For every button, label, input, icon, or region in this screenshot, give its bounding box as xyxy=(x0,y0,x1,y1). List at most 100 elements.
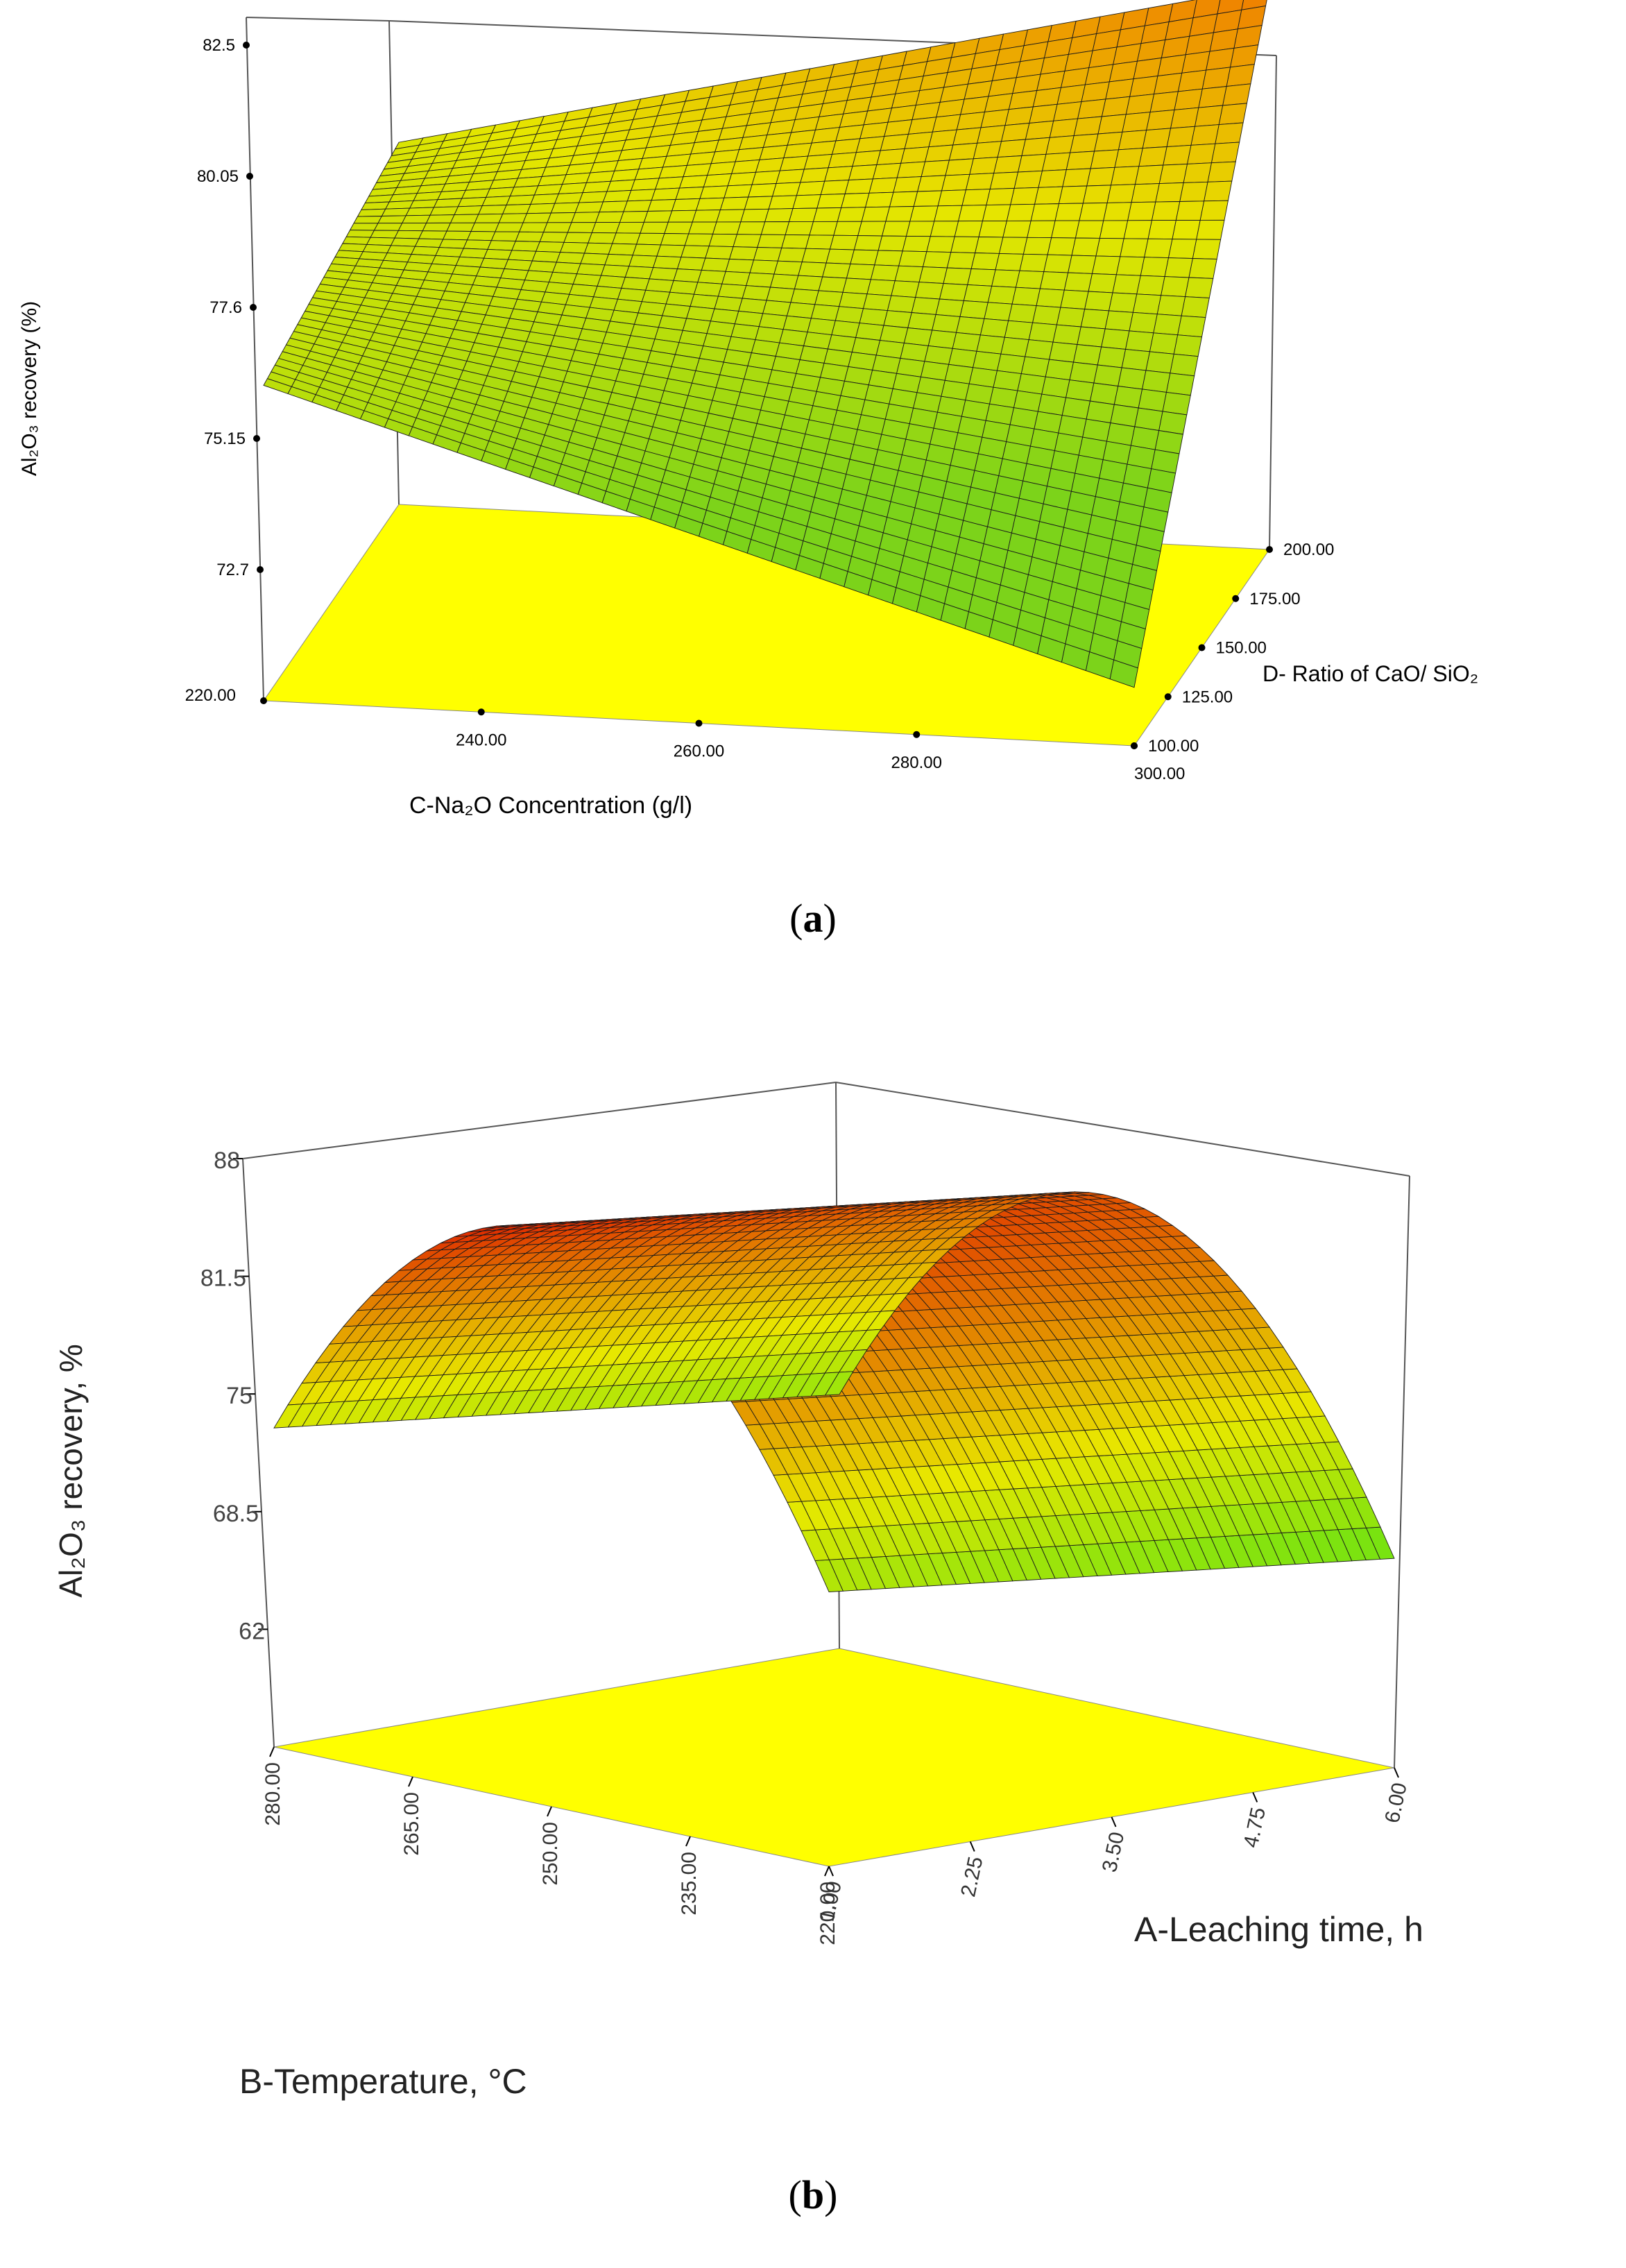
z-tick-dot xyxy=(1198,644,1206,651)
plot-a-surface-cell xyxy=(377,215,407,224)
plot-a-surface-cell xyxy=(1181,51,1210,74)
x-tick-dot xyxy=(913,731,921,738)
plot-a-surface-cell xyxy=(1017,153,1047,173)
z-tick-label: 200.00 xyxy=(1283,540,1334,559)
plot-a-surface-cell xyxy=(599,201,628,213)
plot-a-surface-cell xyxy=(1198,85,1227,108)
plot-a-surface-cell xyxy=(904,131,933,149)
plot-a-surface-cell xyxy=(742,285,771,301)
plot-a-surface-cell xyxy=(1153,314,1182,336)
y-tick-label: 62 xyxy=(239,1618,265,1644)
plot-a-surface-cell xyxy=(1000,122,1030,142)
plot-a-surface-cell xyxy=(1091,255,1121,275)
plot-a-surface-cell xyxy=(658,164,687,179)
plot-a-surface-cell xyxy=(1218,103,1248,126)
x-tick-mark xyxy=(547,1806,552,1817)
plot-a-surface-cell xyxy=(526,203,556,214)
caption-b: (b) xyxy=(788,2172,838,2217)
z-tick-mark xyxy=(1252,1792,1258,1802)
plot-a-surface-cell xyxy=(506,194,535,205)
plot-a-surface-cell xyxy=(1201,67,1231,89)
plot-a-surface-cell xyxy=(839,291,868,309)
x-tick-mark xyxy=(824,1866,830,1877)
plot-a-surface-cell xyxy=(721,271,751,287)
plot-a-surface-cell xyxy=(1156,295,1186,316)
plot-a-surface-cell xyxy=(425,214,455,223)
plot-a-surface-cell xyxy=(905,221,935,237)
plot-a-surface-cell xyxy=(384,200,414,210)
plot-a-surface-cell xyxy=(1186,143,1216,164)
plot-a-surface-cell xyxy=(844,178,873,194)
plot-a-surface-cell xyxy=(1090,149,1119,169)
plot-a-surface-cell xyxy=(1124,330,1154,352)
plot-a-surface-cell xyxy=(533,184,563,196)
plot-a-surface-cell xyxy=(1206,47,1235,71)
plot-a-surface-cell xyxy=(1049,118,1079,138)
plot-a-surface-cell xyxy=(684,233,714,247)
plot-a-surface-cell xyxy=(736,221,766,235)
plot-a-surface-cell xyxy=(1004,106,1034,126)
plot-a-surface-cell xyxy=(414,238,444,248)
plot-a-surface-cell xyxy=(1164,257,1193,278)
plot-a-surface-cell xyxy=(615,221,644,234)
plot-a-surface-cell xyxy=(1029,103,1058,124)
plot-a-surface-cell xyxy=(950,236,979,253)
plot-a-surface-cell xyxy=(588,232,617,244)
plot-a-surface-cell xyxy=(390,237,420,247)
plot-a-surface-cell xyxy=(554,192,583,204)
plot-a-surface-cell xyxy=(907,312,936,331)
plot-a-surface-cell xyxy=(1127,201,1156,221)
y-tick-label: 75.15 xyxy=(204,429,246,448)
plot-a-surface-cell xyxy=(1104,310,1133,332)
plot-a-surface-cell xyxy=(926,236,955,253)
plot-a-surface-cell xyxy=(342,236,371,245)
plot-a-surface-cell xyxy=(1032,305,1061,325)
plot-a-surface-cell xyxy=(1177,69,1207,92)
plot-a-surface-cell xyxy=(669,280,699,295)
plot-a-surface-cell xyxy=(1030,203,1059,221)
plot-a-surface-cell xyxy=(683,163,712,178)
z-tick-dot xyxy=(1266,546,1273,553)
plot-a-surface-cell xyxy=(805,235,835,250)
x-tick-label: 240.00 xyxy=(456,731,506,749)
plot-a-surface-cell xyxy=(1215,122,1244,144)
plot-a-surface-cell xyxy=(996,353,1026,375)
plot-a-surface-cell xyxy=(1071,237,1100,257)
plot-a-surface-cell xyxy=(1199,200,1229,221)
plot-a-surface-cell xyxy=(522,212,551,223)
plot-a-surface-cell xyxy=(580,253,609,266)
plot-a-surface-cell xyxy=(946,252,976,269)
y-tick-label: 75 xyxy=(226,1383,253,1409)
plot-a-surface-cell xyxy=(948,348,977,368)
plot-a-surface-cell xyxy=(664,221,693,235)
plot-a-surface-cell xyxy=(528,260,557,273)
plot-a-surface-cell xyxy=(1146,109,1175,131)
caption-a: (a) xyxy=(789,896,837,941)
plot-a-surface-cell xyxy=(749,259,778,275)
plot-a-surface-cell xyxy=(1013,170,1043,189)
plot-a-surface-cell xyxy=(631,178,660,191)
z-tick-mark xyxy=(1111,1816,1117,1827)
x-tick-label: 300.00 xyxy=(1134,765,1185,783)
plot-a-surface-cell xyxy=(972,350,1002,371)
plot-a-surface-cell xyxy=(1155,182,1184,203)
plot-a-surface-cell xyxy=(563,232,592,244)
plot-a-surface-cell xyxy=(673,268,702,283)
plot-a-surface-cell xyxy=(1088,273,1117,293)
x-tick-dot xyxy=(695,719,703,727)
z-tick-label: 100.00 xyxy=(1148,737,1199,756)
plot-a-surface-cell xyxy=(781,234,810,249)
plot-a-surface-cell xyxy=(751,170,780,185)
plot-a-surface-cell xyxy=(991,269,1020,288)
plot-a-surface-cell xyxy=(602,189,632,203)
plot-a-surface-cell xyxy=(535,241,565,253)
plot-a-surface-cell xyxy=(463,239,492,250)
plot-a-surface-cell xyxy=(1147,220,1176,240)
plot-a-surface-cell xyxy=(1027,220,1056,239)
plot-a-surface-cell xyxy=(1079,202,1108,221)
plot-a-surface-cell xyxy=(1006,203,1036,221)
plot-a-surface-cell xyxy=(485,187,515,198)
plot-a-surface-cell xyxy=(1149,91,1179,113)
plot-a-surface-cell xyxy=(1008,303,1037,323)
plot-a-surface-cell xyxy=(1051,220,1080,239)
